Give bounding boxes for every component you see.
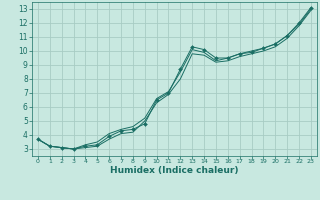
X-axis label: Humidex (Indice chaleur): Humidex (Indice chaleur): [110, 166, 239, 175]
